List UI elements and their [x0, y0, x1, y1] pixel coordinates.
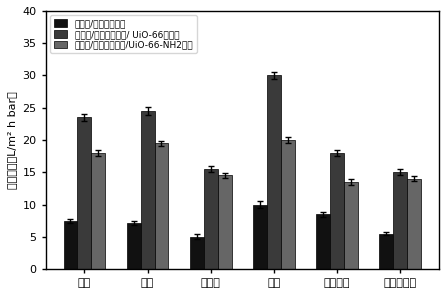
Bar: [316, 214, 330, 269]
Bar: [91, 153, 105, 269]
Bar: [344, 182, 358, 269]
Bar: [127, 222, 140, 269]
Bar: [140, 111, 154, 269]
Bar: [204, 169, 218, 269]
Bar: [407, 179, 421, 269]
Bar: [190, 237, 204, 269]
Bar: [281, 140, 295, 269]
Bar: [218, 176, 231, 269]
Bar: [154, 143, 169, 269]
Y-axis label: 渗透流量（L/m² h bar）: 渗透流量（L/m² h bar）: [7, 91, 17, 189]
Bar: [63, 221, 78, 269]
Bar: [393, 172, 407, 269]
Bar: [253, 204, 267, 269]
Bar: [267, 76, 281, 269]
Bar: [330, 153, 344, 269]
Legend: 多巴胺/葡萄糖纳滤膜, 多巴胺/葡萄糖纳滤膜/ UiO-66纳滤膜, 多巴胺/葡萄糖纳滤膜/UiO-66-NH2滤膜: 多巴胺/葡萄糖纳滤膜, 多巴胺/葡萄糖纳滤膜/ UiO-66纳滤膜, 多巴胺/葡…: [50, 15, 197, 53]
Bar: [78, 117, 91, 269]
Bar: [380, 234, 393, 269]
